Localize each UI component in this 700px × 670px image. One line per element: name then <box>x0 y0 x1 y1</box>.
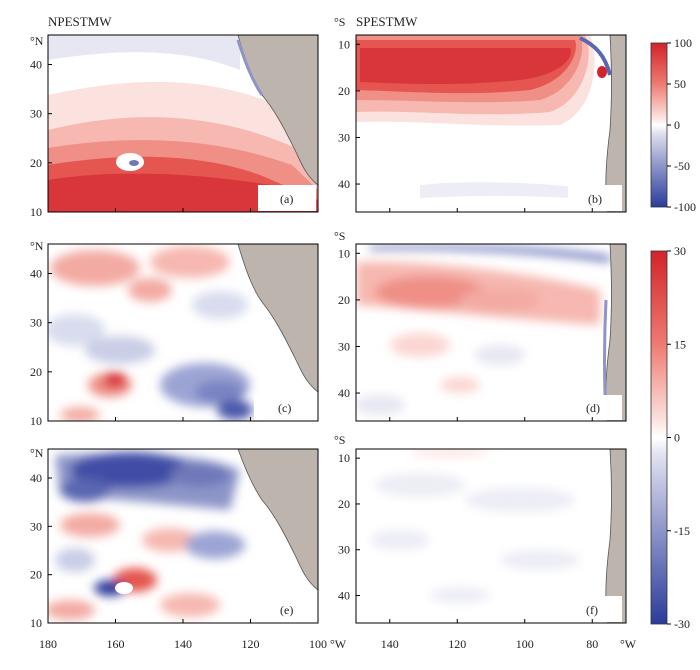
lon-tick-label-south: 100 <box>516 637 534 651</box>
panel-label-c: (c) <box>278 401 291 415</box>
colorbar-bottom <box>650 250 668 625</box>
lat-tick-label: 20 <box>30 365 42 379</box>
lon-unit-right: °W <box>620 637 637 651</box>
colorbar-tick-label: 100 <box>674 36 692 50</box>
lon-tick-label-south: 80 <box>586 637 598 651</box>
lat-tick-label: 10 <box>30 616 42 630</box>
lat-unit-a: °N <box>30 34 44 48</box>
panel-label-a: (a) <box>280 192 293 206</box>
lon-tick-label-south: 120 <box>448 637 466 651</box>
colorbar-tick-label: -50 <box>674 159 690 173</box>
lat-tick-label: 30 <box>30 519 42 533</box>
label-box-d <box>566 395 622 420</box>
lat-tick-label: 30 <box>338 339 350 353</box>
lon-tick-label-north: 140 <box>174 637 192 651</box>
lat-unit-e: °N <box>30 446 44 460</box>
lat-tick-label: 20 <box>338 293 350 307</box>
title-north: NPESTMW <box>48 14 112 29</box>
panel-label-d: (d) <box>586 401 600 415</box>
lon-tick-label-north: 120 <box>242 637 260 651</box>
lat-tick-label: 10 <box>30 414 42 428</box>
label-box-e <box>258 596 316 622</box>
title-south: SPESTMW <box>356 14 418 29</box>
lon-tick-label-north: 180 <box>39 637 57 651</box>
label-box-c <box>254 395 316 420</box>
lat-tick-label: 30 <box>338 543 350 557</box>
lat-tick-label: 40 <box>30 267 42 281</box>
panel-b: (b) <box>355 34 627 213</box>
lat-tick-label: 40 <box>338 589 350 603</box>
lon-tick-label-north: 100 <box>309 637 327 651</box>
lat-tick-label: 30 <box>30 107 42 121</box>
panel-label-e: (e) <box>280 603 293 617</box>
panel-f: (f) <box>355 448 627 624</box>
lat-tick-label: 10 <box>338 246 350 260</box>
colorbar-tick-label: -100 <box>674 200 696 214</box>
lat-unit-c: °N <box>30 239 44 253</box>
lat-tick-label: 40 <box>30 58 42 72</box>
lat-tick-label: 20 <box>338 497 350 511</box>
lat-tick-label: 30 <box>338 130 350 144</box>
lat-tick-label: 20 <box>338 84 350 98</box>
lon-tick-label-north: 160 <box>107 637 125 651</box>
colorbar-tick-label: 50 <box>674 77 686 91</box>
panel-c: (c) <box>47 243 319 422</box>
lat-tick-label: 40 <box>338 177 350 191</box>
lat-unit-south-top: °S <box>334 15 345 29</box>
axis-ticks: 40 30 20 10 40 30 20 10 40 30 20 10 10 20 30 40 10 20 30 40… <box>30 36 696 651</box>
label-box-a <box>258 185 316 211</box>
lat-unit-d: °S <box>334 229 345 243</box>
lat-tick-label: 10 <box>338 451 350 465</box>
panel-label-f: (f) <box>586 603 598 617</box>
lat-tick-label: 40 <box>338 386 350 400</box>
colorbar-tick-label: -30 <box>674 617 690 631</box>
lat-tick-label: 20 <box>30 568 42 582</box>
lat-tick-label: 30 <box>30 316 42 330</box>
panel-a: (a) <box>47 34 319 213</box>
lat-unit-f: °S <box>334 433 345 447</box>
panel-e: (e) <box>47 448 319 624</box>
label-box-b <box>568 185 622 211</box>
panel-label-b: (b) <box>588 192 602 206</box>
label-box-f <box>566 596 622 622</box>
colorbar-top <box>650 42 668 208</box>
lon-tick-label-south: 140 <box>381 637 399 651</box>
lon-unit-left: °W <box>330 637 347 651</box>
lat-tick-label: 10 <box>30 205 42 219</box>
colorbar-tick-label: 0 <box>674 431 680 445</box>
colorbar-tick-label: 15 <box>674 337 686 351</box>
lat-tick-label: 20 <box>30 156 42 170</box>
lat-tick-label: 10 <box>338 37 350 51</box>
colorbar-tick-label: -15 <box>674 524 690 538</box>
lat-tick-label: 40 <box>30 471 42 485</box>
colorbar-tick-label: 0 <box>674 118 680 132</box>
colorbar-tick-label: 30 <box>674 244 686 258</box>
panel-d: (d) <box>355 243 627 422</box>
